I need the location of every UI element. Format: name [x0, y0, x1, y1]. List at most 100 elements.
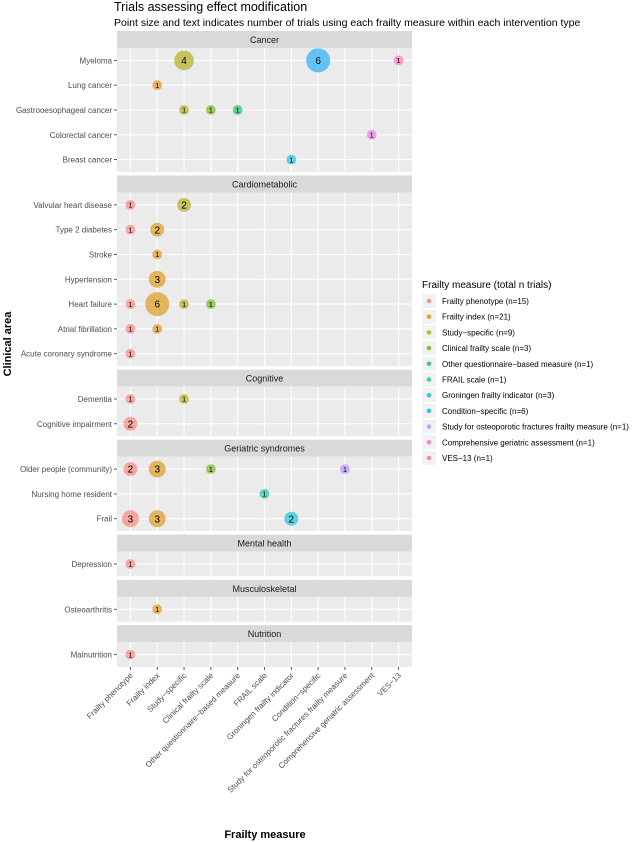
legend: Frailty measure (total n trials) Frailty… [422, 280, 629, 465]
bubble-study-specific [177, 197, 191, 212]
bubble-condition-specific [306, 48, 331, 73]
bubble-groningen-frailty-indicator [286, 154, 297, 165]
bubble-label: 6 [154, 300, 160, 311]
legend-label: Groningen frailty indicator (n=3) [442, 391, 555, 400]
bubble-label: 1 [155, 605, 159, 614]
facet-strip [117, 175, 412, 193]
legend-swatch [426, 345, 432, 351]
y-tick-label: Type 2 diabetes [56, 226, 112, 235]
legend-label: Clinical frailty scale (n=3) [442, 344, 531, 353]
legend-label: Other questionnaire−based measure (n=1) [442, 360, 594, 369]
bubble-label: 1 [128, 201, 132, 210]
bubble-label: 1 [128, 225, 132, 234]
bubble-frailty-index [148, 270, 166, 288]
chart-subtitle: Point size and text indicates number of … [114, 17, 580, 29]
bubble-frailty-phenotype [123, 416, 138, 431]
bubble-study-specific [179, 105, 189, 115]
bubble-label: 1 [128, 560, 132, 569]
legend-title: Frailty measure (total n trials) [422, 280, 551, 291]
legend-item: Frailty index (n=21) [422, 309, 511, 324]
bubble-label: 3 [154, 465, 160, 476]
bubble-label: 1 [397, 56, 401, 65]
legend-label: Frailty index (n=21) [442, 313, 511, 322]
bubble-frailty-phenotype [125, 324, 136, 334]
facet-strip [117, 625, 412, 643]
facet-cognitive: Cognitive Dementia Cognitive impairment 1 1 2 [37, 369, 412, 437]
y-tick-label: Stroke [89, 251, 113, 260]
bubble-label: 1 [128, 395, 132, 404]
legend-label: Study−specific (n=9) [442, 328, 515, 337]
y-tick-label: Older people (community) [20, 465, 112, 474]
legend-swatch [426, 377, 432, 382]
bubble-frailty-phenotype [125, 200, 136, 210]
facet-strip-label: Cardiometabolic [232, 180, 298, 190]
facet-cancer: Cancer Myeloma Lung cancer Gastrooesophagea… [16, 31, 412, 172]
y-tick-label: Atrial fibrillation [58, 325, 112, 334]
bubble-study-specific [174, 50, 194, 71]
bubble-label: 1 [128, 650, 132, 659]
legend-swatch [426, 455, 432, 461]
facet-strip-label: Musculoskeletal [232, 584, 296, 594]
y-tick-label: Malnutrition [71, 651, 112, 660]
bubble-label: 1 [182, 106, 186, 115]
legend-swatch [426, 361, 432, 367]
bubble-frailty-index [152, 324, 163, 334]
bubble-label: 1 [262, 490, 266, 499]
legend-item: Groningen frailty indicator (n=3) [422, 388, 555, 403]
bubble-label: 2 [154, 225, 160, 236]
facet-musculoskeletal: Musculoskeletal Osteoarthritis 1 [64, 579, 412, 622]
bubble-other-questionnaire-based-measure [232, 105, 243, 115]
bubble-frailty-phenotype [125, 649, 136, 660]
y-tick-label: Lung cancer [68, 81, 112, 90]
x-tick-label: VES−13 [376, 671, 404, 699]
legend-label: FRAIL scale (n=1) [442, 376, 507, 385]
legend-label: VES−13 (n=1) [442, 454, 493, 463]
legend-item: Clinical frailty scale (n=3) [422, 341, 531, 356]
bubble-frailty-phenotype [125, 394, 136, 404]
y-tick-label: Frail [96, 515, 112, 524]
legend-label: Study for osteoporotic fractures frailty… [442, 423, 629, 432]
bubble-study-for-osteoporotic-fractures-frailty-measure [340, 464, 350, 474]
bubble-label: 1 [289, 155, 293, 164]
bubble-study-specific [179, 394, 189, 404]
y-tick-label: Osteoarthritis [64, 605, 112, 614]
facet-strip-label: Cognitive [246, 374, 284, 384]
bubble-label: 2 [128, 419, 134, 430]
bubble-label: 1 [182, 395, 186, 404]
legend-swatch [426, 408, 432, 414]
legend-item: Other questionnaire−based measure (n=1) [422, 356, 594, 371]
bubble-label: 1 [155, 250, 159, 259]
facet-strip [117, 579, 412, 597]
bubble-label: 3 [154, 275, 160, 286]
bubble-label: 1 [236, 106, 240, 115]
bubble-frailty-index [145, 292, 170, 317]
facet-strip-label: Cancer [250, 35, 279, 45]
legend-label: Frailty phenotype (n=15) [442, 297, 529, 306]
facet-nutrition: Nutrition Malnutrition 1 [71, 625, 412, 667]
y-tick-label: Breast cancer [63, 156, 113, 165]
y-tick-label: Acute coronary syndrome [21, 350, 113, 359]
bubble-label: 6 [315, 56, 321, 67]
legend-item: VES−13 (n=1) [422, 451, 493, 465]
bubble-frailty-phenotype [125, 224, 136, 235]
legend-swatch [426, 424, 432, 429]
bubble-ves-13 [393, 55, 404, 66]
chart-title: Trials assessing effect modification [114, 0, 307, 14]
y-tick-label: Cognitive impairment [37, 420, 113, 429]
x-tick-label: Frailty phenotype [85, 671, 135, 721]
legend-swatch [426, 392, 432, 398]
bubble-label: 2 [289, 514, 295, 525]
bubble-frail-scale [259, 489, 270, 499]
facet-strip [117, 31, 412, 48]
facet-strip-label: Geriatric syndromes [224, 444, 305, 454]
facet-strip [117, 534, 412, 552]
bubble-frailty-index [148, 510, 166, 528]
y-tick-label: Dementia [78, 395, 113, 404]
bubble-label: 1 [128, 349, 132, 358]
legend-item: Condition−specific (n=6) [422, 403, 529, 418]
bubble-label: 1 [128, 325, 132, 334]
bubble-label: 1 [209, 465, 213, 474]
bubble-frailty-phenotype [125, 348, 136, 359]
bubble-frailty-phenotype [125, 559, 136, 569]
bubble-label: 1 [155, 325, 159, 334]
